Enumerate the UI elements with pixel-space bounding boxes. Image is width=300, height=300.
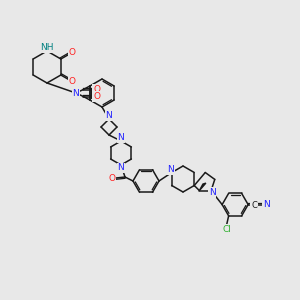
Text: N: N: [118, 164, 124, 172]
Text: N: N: [263, 200, 269, 208]
Text: C: C: [251, 201, 257, 210]
Text: N: N: [167, 166, 174, 175]
Text: O: O: [109, 174, 116, 183]
Text: N: N: [73, 88, 79, 98]
Text: Cl: Cl: [222, 225, 231, 234]
Polygon shape: [200, 183, 206, 190]
Text: N: N: [106, 112, 112, 121]
Text: O: O: [93, 92, 100, 101]
Text: N: N: [209, 188, 215, 197]
Text: O: O: [93, 85, 100, 94]
Text: O: O: [69, 48, 76, 57]
Text: NH: NH: [40, 43, 54, 52]
Text: N: N: [118, 134, 124, 142]
Text: O: O: [69, 77, 76, 86]
